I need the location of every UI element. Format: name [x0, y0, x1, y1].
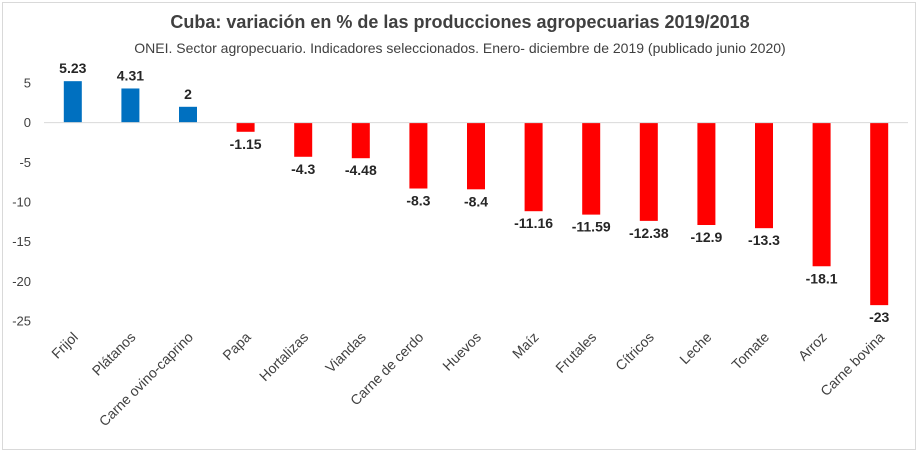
data-label: 5.23	[59, 60, 86, 76]
category-label: Leche	[676, 329, 714, 367]
bar	[639, 122, 658, 221]
data-label: -18.1	[806, 270, 838, 286]
category-label: Frutales	[552, 329, 599, 376]
category-label: Plátanos	[89, 329, 139, 379]
bar	[582, 122, 601, 215]
bar	[351, 122, 370, 159]
bar	[121, 88, 140, 123]
data-label: -11.59	[572, 219, 611, 235]
data-label: 4.31	[117, 67, 144, 83]
data-label: -8.4	[464, 193, 488, 209]
bar	[179, 106, 197, 123]
category-label: Carne ovino-caprino	[96, 329, 197, 430]
data-label: -23	[869, 309, 889, 325]
chart-subtitle: ONEI. Sector agropecuario. Indicadores s…	[134, 40, 786, 56]
y-tick-label: -25	[12, 314, 31, 329]
bar	[524, 122, 543, 212]
bar	[870, 122, 889, 306]
bar	[467, 122, 485, 190]
bar	[697, 122, 716, 226]
category-label: Huevos	[439, 329, 484, 374]
category-label: Maíz	[509, 329, 542, 362]
data-label: -4.48	[345, 162, 377, 178]
bar	[755, 122, 773, 229]
data-label: -12.9	[690, 229, 722, 245]
category-label: Papa	[219, 329, 254, 364]
y-tick-label: -5	[19, 155, 31, 170]
data-label: -12.38	[629, 225, 669, 241]
y-tick-label: -20	[12, 274, 31, 289]
y-tick-label: -15	[12, 234, 31, 249]
bar	[236, 122, 255, 132]
data-label: -4.3	[291, 161, 315, 177]
category-label: Hortalizas	[256, 329, 311, 384]
data-label: -13.3	[748, 232, 780, 248]
data-label: -1.15	[230, 136, 262, 152]
category-label: Arroz	[795, 329, 830, 364]
category-label: Tomate	[728, 329, 772, 373]
category-label: Cítricos	[612, 329, 657, 374]
y-tick-label: -10	[12, 195, 31, 210]
chart-title: Cuba: variación en % de las producciones…	[170, 12, 750, 32]
category-label: Frijol	[48, 329, 81, 362]
y-tick-label: 0	[24, 115, 31, 130]
category-label: Viandas	[322, 329, 369, 376]
bar	[812, 122, 831, 267]
y-tick-label: 5	[24, 76, 31, 91]
data-label: 2	[184, 86, 192, 102]
bar	[409, 122, 428, 189]
data-label: -11.16	[514, 215, 553, 231]
bar	[63, 81, 82, 123]
data-label: -8.3	[406, 193, 430, 209]
bar	[294, 122, 313, 157]
